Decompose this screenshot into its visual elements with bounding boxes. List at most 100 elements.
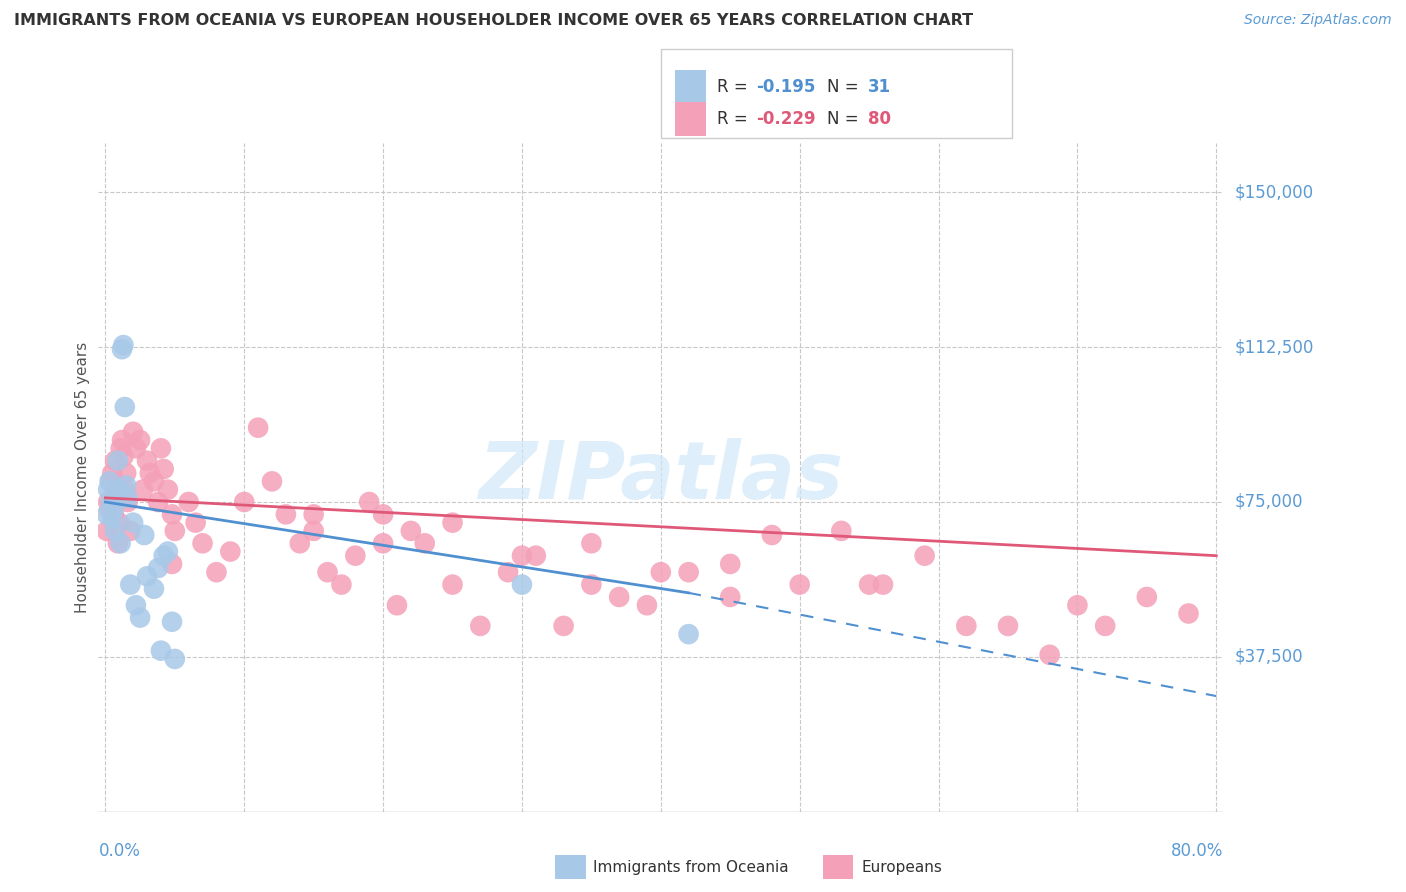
- Point: [143, 475, 166, 489]
- Point: [359, 495, 381, 509]
- Point: [650, 565, 672, 579]
- Point: [553, 619, 575, 633]
- Point: [1177, 607, 1199, 621]
- Point: [115, 478, 138, 492]
- Point: [100, 475, 122, 489]
- Point: [219, 544, 242, 558]
- Point: [105, 487, 128, 501]
- Point: [103, 503, 125, 517]
- Point: [385, 599, 408, 613]
- Point: [160, 557, 183, 571]
- Text: $112,500: $112,500: [1234, 338, 1313, 356]
- Point: [146, 495, 169, 509]
- Point: [104, 524, 127, 538]
- Point: [134, 528, 156, 542]
- Text: N =: N =: [827, 110, 863, 128]
- Point: [233, 495, 256, 509]
- Point: [510, 577, 533, 591]
- Point: [344, 549, 367, 563]
- Point: [371, 508, 394, 522]
- Point: [110, 536, 132, 550]
- Point: [789, 577, 811, 591]
- Point: [274, 508, 297, 522]
- Point: [107, 536, 129, 550]
- Text: Europeans: Europeans: [862, 861, 943, 875]
- Point: [125, 599, 148, 613]
- Point: [636, 599, 658, 613]
- Point: [191, 536, 214, 550]
- Point: [371, 536, 394, 550]
- Point: [122, 516, 145, 530]
- Point: [581, 536, 603, 550]
- Point: [108, 483, 131, 497]
- Point: [129, 433, 152, 447]
- Point: [112, 450, 135, 464]
- Point: [302, 524, 325, 538]
- Text: $37,500: $37,500: [1234, 648, 1303, 665]
- Point: [470, 619, 492, 633]
- Point: [139, 466, 162, 480]
- Text: 80: 80: [868, 110, 890, 128]
- Point: [129, 610, 152, 624]
- Point: [678, 565, 700, 579]
- Text: Immigrants from Oceania: Immigrants from Oceania: [593, 861, 789, 875]
- Point: [1066, 599, 1088, 613]
- Text: R =: R =: [717, 110, 754, 128]
- Point: [114, 400, 136, 414]
- Point: [136, 569, 159, 583]
- Point: [914, 549, 936, 563]
- Point: [115, 466, 138, 480]
- Point: [496, 565, 519, 579]
- Point: [288, 536, 311, 550]
- Point: [105, 487, 128, 501]
- Text: 0.0%: 0.0%: [98, 842, 141, 860]
- Point: [122, 425, 145, 439]
- Point: [111, 433, 134, 447]
- Point: [108, 516, 131, 530]
- Point: [152, 462, 174, 476]
- Point: [184, 516, 207, 530]
- Point: [260, 475, 283, 489]
- Point: [441, 516, 464, 530]
- Text: $75,000: $75,000: [1234, 493, 1303, 511]
- Point: [146, 561, 169, 575]
- Point: [104, 453, 127, 467]
- Point: [136, 453, 159, 467]
- Point: [830, 524, 852, 538]
- Point: [997, 619, 1019, 633]
- Point: [110, 442, 132, 456]
- Point: [117, 491, 139, 505]
- Point: [100, 495, 122, 509]
- Text: 31: 31: [868, 78, 890, 95]
- Point: [149, 442, 172, 456]
- Point: [111, 342, 134, 356]
- Point: [143, 582, 166, 596]
- Point: [524, 549, 547, 563]
- Point: [101, 466, 124, 480]
- Point: [120, 524, 142, 538]
- Point: [114, 483, 136, 497]
- Point: [205, 565, 228, 579]
- Point: [112, 338, 135, 352]
- Point: [858, 577, 880, 591]
- Point: [156, 544, 179, 558]
- Point: [247, 420, 270, 434]
- Point: [163, 652, 186, 666]
- Point: [107, 453, 129, 467]
- Point: [399, 524, 422, 538]
- Point: [441, 577, 464, 591]
- Text: -0.195: -0.195: [756, 78, 815, 95]
- Point: [160, 615, 183, 629]
- Point: [413, 536, 436, 550]
- Point: [302, 508, 325, 522]
- Point: [97, 495, 120, 509]
- Point: [152, 549, 174, 563]
- Point: [1094, 619, 1116, 633]
- Point: [96, 524, 118, 538]
- Point: [160, 508, 183, 522]
- Point: [103, 508, 125, 522]
- Point: [101, 511, 124, 525]
- Point: [125, 442, 148, 456]
- Text: Source: ZipAtlas.com: Source: ZipAtlas.com: [1244, 13, 1392, 28]
- Point: [117, 495, 139, 509]
